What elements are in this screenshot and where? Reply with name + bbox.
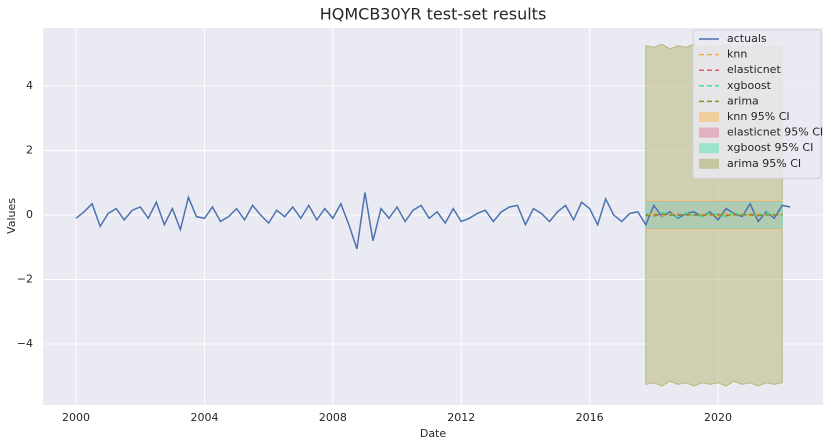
legend-label: arima 95% CI [727, 157, 801, 170]
y-tick-label: 2 [26, 144, 33, 157]
x-axis-label: Date [420, 427, 447, 440]
legend-swatch [699, 143, 719, 154]
legend-label: xgboost [727, 79, 772, 92]
x-tick-label: 2004 [190, 411, 218, 424]
legend-label: knn [727, 48, 747, 61]
legend-swatch [699, 127, 719, 138]
y-tick-label: 4 [26, 79, 33, 92]
legend-label: knn 95% CI [727, 110, 790, 123]
x-tick-label: 2020 [704, 411, 732, 424]
legend-label: xgboost 95% CI [727, 141, 813, 154]
y-tick-label: 0 [26, 208, 33, 221]
legend-swatch [699, 112, 719, 122]
series-line [645, 212, 783, 218]
legend-swatch [699, 158, 719, 169]
y-axis-label: Values [5, 198, 18, 234]
x-tick-label: 2008 [319, 411, 347, 424]
legend: actuals knn elasticnet xgboost arima knn 95% … [692, 29, 823, 179]
series-line [645, 213, 783, 217]
y-tick-label: −4 [17, 337, 33, 350]
legend-label: arima [727, 94, 759, 107]
legend-label: actuals [727, 32, 767, 45]
x-tick-label: 2016 [576, 411, 604, 424]
x-tick-label: 2012 [447, 411, 475, 424]
legend-box [692, 29, 822, 179]
chart-title: HQMCB30YR test-set results [320, 5, 547, 24]
series-line [75, 192, 791, 250]
legend-label: elasticnet 95% CI [727, 126, 823, 139]
y-tick-label: −2 [17, 273, 33, 286]
x-tick-label: 2000 [62, 411, 90, 424]
legend-label: elasticnet [727, 63, 781, 76]
